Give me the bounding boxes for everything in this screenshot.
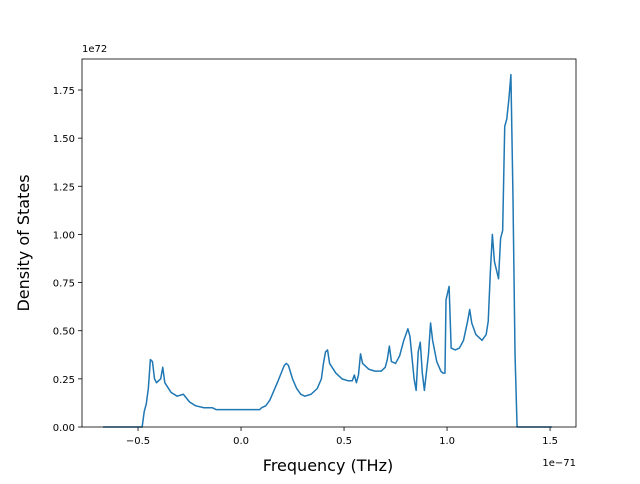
x-tick-label: 0.0 <box>233 436 249 447</box>
y-tick-label: 0.00 <box>53 423 75 434</box>
y-tick-label: 1.50 <box>53 134 75 145</box>
x-offset-label: 1e−71 <box>542 458 576 469</box>
x-axis-label: Frequency (THz) <box>263 456 393 475</box>
line-series <box>103 73 553 428</box>
x-tick-label: 1.0 <box>439 436 455 447</box>
y-tick-label: 0.75 <box>53 279 75 290</box>
y-axis-label: Density of States <box>14 174 33 311</box>
plot-frame <box>81 58 577 428</box>
y-tick-label: 1.00 <box>53 230 75 241</box>
x-tick-label: 0.5 <box>336 436 352 447</box>
x-tick-label: −0.5 <box>126 436 150 447</box>
y-tick-label: 1.25 <box>53 182 75 193</box>
x-tick-label: 1.5 <box>542 436 558 447</box>
y-tick-label: 1.75 <box>53 86 75 97</box>
y-offset-label: 1e72 <box>82 44 107 55</box>
y-tick-label: 0.50 <box>53 327 75 338</box>
y-tick-label: 0.25 <box>53 375 75 386</box>
